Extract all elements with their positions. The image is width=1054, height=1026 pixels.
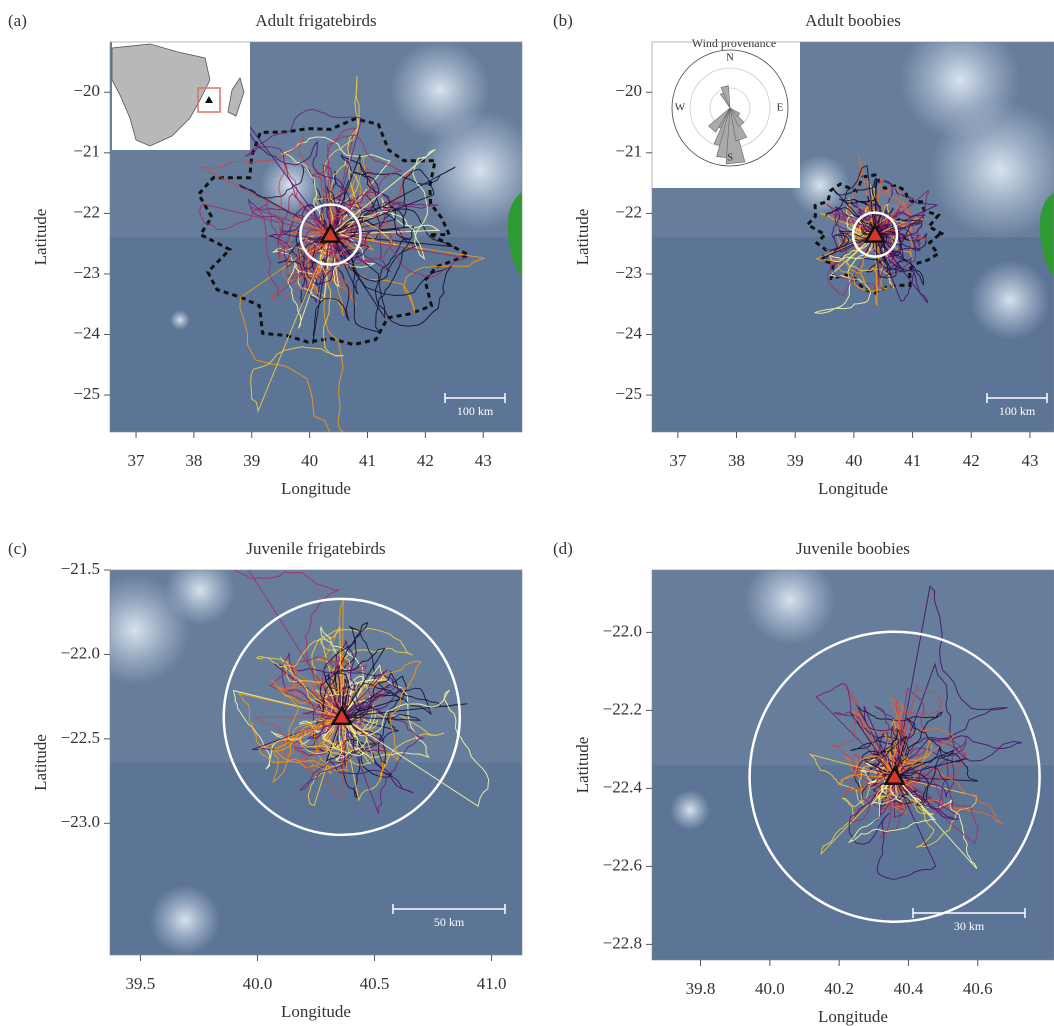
y-axis-label: Latitude bbox=[31, 209, 50, 266]
x-tick-label: 40.0 bbox=[243, 974, 273, 993]
x-axis-label: Longitude bbox=[818, 479, 888, 498]
y-tick-label: −21 bbox=[615, 142, 642, 161]
y-tick-label: −22 bbox=[615, 202, 642, 221]
y-tick-label: −22.6 bbox=[603, 855, 642, 874]
panel: 50 km 39.5 40.0 40.5 41.0 −21.5 −22.0 −22.5 −23.… bbox=[8, 527, 522, 1021]
panel-label: (c) bbox=[8, 539, 27, 558]
x-axis-label: Longitude bbox=[281, 479, 351, 498]
x-tick-label: 41 bbox=[359, 451, 376, 470]
panel-label: (b) bbox=[553, 11, 573, 30]
x-tick-label: 37 bbox=[128, 451, 146, 470]
x-tick-label: 39 bbox=[243, 451, 260, 470]
panel: 100 km 37 38 39 40 41 42 43 −20 −21 −22 −23 −24 −25 (a… bbox=[8, 11, 540, 498]
x-axis-label: Longitude bbox=[818, 1007, 888, 1026]
x-tick-label: 40.5 bbox=[360, 974, 390, 993]
x-tick-label: 41 bbox=[904, 451, 921, 470]
panel-label: (d) bbox=[553, 539, 573, 558]
panel: 30 km 39.8 40.0 40.2 40.4 40.6 −22.0 −22.2 −22.4… bbox=[553, 539, 1054, 1026]
x-tick-label: 42 bbox=[963, 451, 980, 470]
panel: 100 km Wind provenance N E S W 37 38 39 40 41 42 43 −… bbox=[553, 11, 1054, 498]
figure: 100 km 37 38 39 40 41 42 43 −20 −21 −22 −23 −24 −25 (a… bbox=[0, 0, 1054, 1026]
map-area: 30 km bbox=[652, 555, 1054, 960]
y-tick-label: −21 bbox=[73, 142, 100, 161]
locator-inset bbox=[112, 42, 250, 150]
compass-label: W bbox=[675, 102, 686, 114]
y-tick-label: −23 bbox=[73, 263, 100, 282]
panel-label: (a) bbox=[8, 11, 27, 30]
y-tick-label: −22.5 bbox=[61, 728, 100, 747]
panel-title: Juvenile frigatebirds bbox=[246, 539, 385, 558]
scale-label: 30 km bbox=[954, 919, 985, 933]
x-tick-label: 40.4 bbox=[894, 979, 924, 998]
scale-label: 100 km bbox=[457, 404, 494, 418]
sea-shade bbox=[652, 570, 1054, 765]
compass-label: S bbox=[727, 152, 733, 164]
y-tick-label: −21.5 bbox=[61, 559, 100, 578]
y-tick-label: −22.8 bbox=[603, 933, 642, 952]
x-tick-label: 43 bbox=[475, 451, 492, 470]
panel-title: Adult frigatebirds bbox=[255, 11, 376, 30]
x-tick-label: 39.5 bbox=[126, 974, 156, 993]
y-axis-label: Latitude bbox=[573, 737, 592, 794]
cloud bbox=[900, 20, 1020, 140]
y-tick-label: −24 bbox=[615, 323, 642, 342]
inset-title: Wind provenance bbox=[692, 36, 776, 50]
scale-label: 100 km bbox=[999, 404, 1036, 418]
scale-label: 50 km bbox=[434, 915, 465, 929]
wind-inset: Wind provenance N E S W bbox=[652, 36, 800, 188]
y-tick-label: −22.0 bbox=[61, 643, 100, 662]
x-tick-label: 39 bbox=[787, 451, 804, 470]
x-tick-label: 38 bbox=[728, 451, 745, 470]
x-tick-label: 39.8 bbox=[686, 979, 716, 998]
cloud bbox=[670, 790, 710, 830]
y-tick-label: −25 bbox=[615, 384, 642, 403]
cloud bbox=[165, 555, 235, 625]
y-tick-label: −20 bbox=[615, 81, 642, 100]
y-tick-label: −22.0 bbox=[603, 621, 642, 640]
map-area: 50 km bbox=[80, 527, 522, 955]
compass-label: E bbox=[777, 102, 784, 114]
y-tick-label: −22 bbox=[73, 202, 100, 221]
cloud bbox=[170, 310, 190, 330]
x-tick-label: 40 bbox=[301, 451, 318, 470]
x-tick-label: 42 bbox=[417, 451, 434, 470]
y-tick-label: −25 bbox=[73, 384, 100, 403]
x-tick-label: 40 bbox=[845, 451, 862, 470]
panel-title: Juvenile boobies bbox=[796, 539, 910, 558]
compass-label: N bbox=[726, 52, 734, 64]
x-tick-label: 41.0 bbox=[477, 974, 507, 993]
y-tick-label: −22.2 bbox=[603, 699, 642, 718]
x-tick-label: 38 bbox=[185, 451, 202, 470]
x-tick-label: 40.6 bbox=[963, 979, 993, 998]
y-axis-label: Latitude bbox=[573, 209, 592, 266]
panel-title: Adult boobies bbox=[805, 11, 901, 30]
y-tick-label: −24 bbox=[73, 323, 100, 342]
y-axis-label: Latitude bbox=[31, 734, 50, 791]
cloud bbox=[150, 885, 220, 955]
y-tick-label: −23.0 bbox=[61, 812, 100, 831]
y-tick-label: −20 bbox=[73, 81, 100, 100]
x-axis-label: Longitude bbox=[281, 1002, 351, 1021]
x-tick-label: 40.2 bbox=[824, 979, 854, 998]
y-tick-label: −22.4 bbox=[603, 777, 643, 796]
x-tick-label: 43 bbox=[1021, 451, 1038, 470]
cloud bbox=[390, 40, 490, 140]
x-tick-label: 37 bbox=[669, 451, 687, 470]
cloud bbox=[745, 555, 835, 645]
y-tick-label: −23 bbox=[615, 263, 642, 282]
x-tick-label: 40.0 bbox=[755, 979, 785, 998]
cloud bbox=[970, 260, 1050, 340]
